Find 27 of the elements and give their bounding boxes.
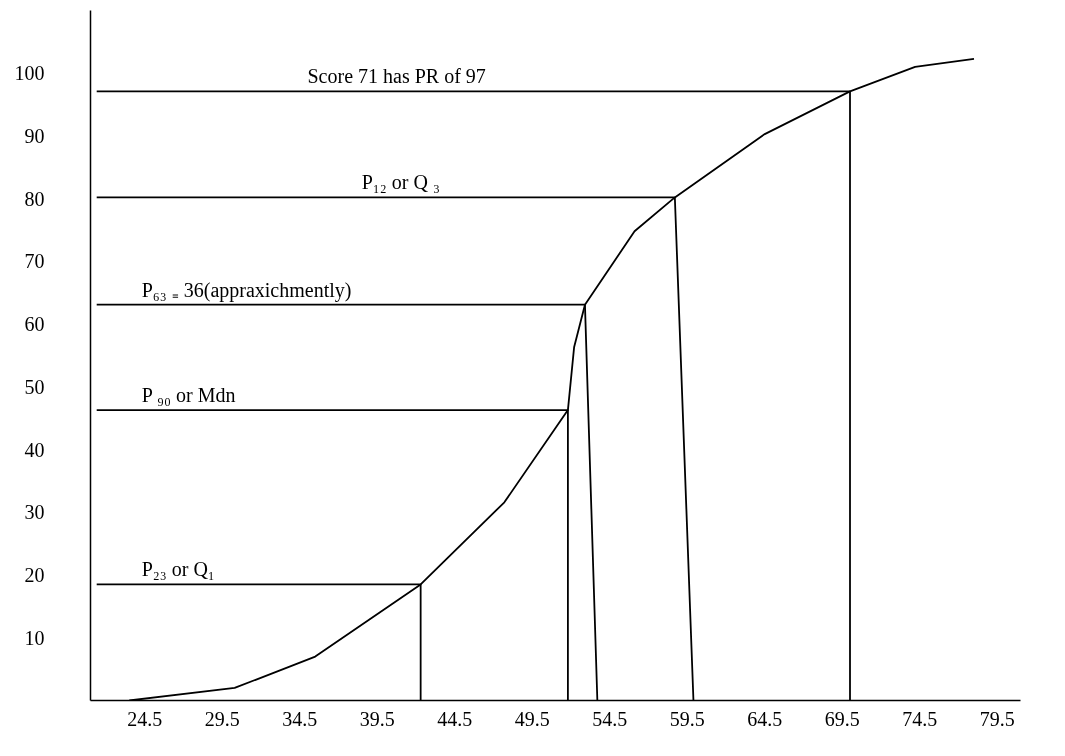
annotation: P ₉₀ or Mdn (141, 384, 236, 407)
y-tick-label: 60 (24, 313, 45, 336)
y-tick-label: 50 (24, 375, 45, 398)
x-tick-label: 59.5 (669, 707, 705, 730)
x-tick-label: 74.5 (902, 707, 938, 730)
x-tick-label: 64.5 (747, 707, 783, 730)
x-tick-label: 24.5 (127, 707, 163, 730)
x-tick-label: 54.5 (592, 707, 628, 730)
annotation: P₂₃ or Q₁ (141, 558, 215, 581)
y-tick-label: 10 (24, 626, 45, 649)
annotation: P₆₃ ₌ 36(appraxichmently) (141, 278, 352, 302)
x-tick-label: 39.5 (359, 707, 395, 730)
y-tick-label: 30 (24, 501, 45, 524)
x-tick-label: 79.5 (979, 707, 1015, 730)
annotation: Score 71 has PR of 97 (307, 65, 486, 88)
y-tick-label: 70 (24, 250, 45, 273)
annotation: P₁₂ or Q ₃ (361, 171, 440, 194)
x-tick-label: 49.5 (514, 707, 550, 730)
y-tick-label: 90 (24, 124, 45, 147)
y-tick-label: 40 (24, 438, 45, 461)
x-tick-label: 69.5 (824, 707, 860, 730)
y-tick-label: 20 (24, 564, 45, 587)
x-tick-label: 44.5 (437, 707, 473, 730)
y-tick-label: 100 (14, 62, 45, 85)
x-tick-label: 34.5 (282, 707, 318, 730)
x-tick-label: 29.5 (204, 707, 240, 730)
y-tick-label: 80 (24, 187, 45, 210)
